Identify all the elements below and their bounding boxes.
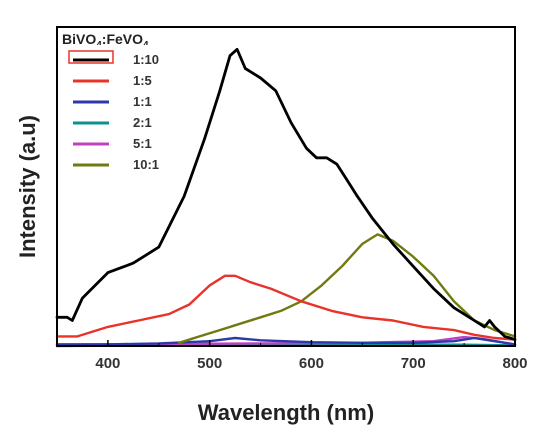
- data-point-1-10: [290, 122, 292, 124]
- data-point-1-5: [224, 275, 226, 277]
- data-point-1-10: [494, 326, 496, 328]
- data-point-1-10: [132, 262, 134, 264]
- data-point-1-5: [209, 284, 211, 286]
- data-point-1-5: [392, 319, 394, 322]
- data-point-10-1: [260, 316, 262, 318]
- data-point-1-10: [219, 90, 221, 92]
- data-point-1-10: [326, 157, 328, 159]
- data-point-1-5: [270, 288, 272, 290]
- data-point-1-5: [473, 334, 475, 336]
- data-point-1-10: [504, 335, 506, 337]
- y-axis-title: Intensity (a.u): [15, 115, 40, 258]
- x-tick-label: 800: [502, 355, 527, 372]
- data-point-1-5: [453, 329, 455, 331]
- legend-label: 10:1: [133, 157, 159, 172]
- tick-layer: 400 500 600 700 800: [56, 340, 528, 372]
- data-point-1-10: [473, 319, 475, 322]
- data-point-1-10: [81, 297, 83, 299]
- data-point-1-10: [483, 326, 486, 328]
- data-point-1-10: [336, 163, 338, 165]
- data-point-10-1: [412, 256, 414, 258]
- data-point-1-1: [260, 339, 262, 341]
- data-point-1-5: [168, 313, 170, 315]
- data-point-1-10: [305, 147, 307, 149]
- legend-label: 2:1: [133, 115, 152, 130]
- x-tick-label: 600: [299, 355, 324, 372]
- data-point-1-10: [433, 288, 435, 290]
- legend-background: [65, 45, 177, 175]
- data-point-1-5: [494, 337, 496, 339]
- data-point-1-10: [275, 90, 277, 92]
- data-point-1-10: [204, 138, 206, 140]
- series-line-10-1: [177, 233, 517, 344]
- data-point-10-1: [280, 310, 282, 312]
- data-point-1-10: [229, 55, 231, 57]
- data-point-10-1: [239, 323, 241, 325]
- data-point-1-10: [346, 179, 348, 181]
- data-point-10-1: [392, 240, 394, 242]
- data-point-1-5: [234, 275, 236, 277]
- data-point-5-1: [463, 336, 465, 338]
- data-point-1-10: [107, 272, 109, 274]
- data-point-10-1: [494, 329, 496, 331]
- data-point-1-10: [489, 319, 491, 322]
- data-point-1-5: [361, 316, 363, 318]
- legend-label: 1:1: [133, 94, 152, 109]
- data-point-1-5: [422, 326, 424, 328]
- data-point-1-10: [71, 319, 73, 322]
- legend: 1:10 1:5 1:1 2:1 5:1 10:1: [65, 45, 177, 175]
- data-point-10-1: [178, 342, 180, 344]
- data-point-1-5: [137, 319, 139, 322]
- data-point-1-10: [260, 77, 262, 79]
- data-point-1-10: [158, 246, 160, 248]
- data-point-1-10: [236, 48, 238, 50]
- data-point-10-1: [377, 233, 379, 235]
- data-point-10-1: [219, 329, 221, 331]
- data-point-1-10: [356, 195, 358, 197]
- data-point-1-5: [188, 303, 190, 306]
- data-point-1-10: [371, 217, 374, 219]
- plot-frame: [56, 26, 516, 347]
- legend-label: 1:10: [133, 52, 159, 67]
- data-point-1-1: [234, 337, 236, 339]
- data-point-1-1: [494, 340, 496, 342]
- data-point-1-1: [453, 340, 455, 342]
- data-point-1-10: [315, 157, 318, 159]
- data-point-1-10: [183, 195, 185, 197]
- data-point-10-1: [453, 300, 455, 302]
- x-axis-title: Wavelength (nm): [198, 400, 374, 425]
- data-point-10-1: [198, 335, 201, 337]
- data-point-1-5: [249, 281, 251, 283]
- x-tick-label: 700: [401, 355, 426, 372]
- data-point-1-10: [244, 67, 246, 70]
- data-point-10-1: [361, 243, 363, 245]
- legend-label: 5:1: [133, 136, 152, 151]
- x-tick-label: 400: [95, 355, 120, 372]
- data-point-1-10: [453, 307, 455, 309]
- data-point-10-1: [433, 275, 435, 277]
- legend-focus-box: [68, 50, 114, 64]
- data-point-10-1: [341, 265, 343, 267]
- data-point-1-1: [473, 337, 475, 339]
- data-point-1-10: [412, 265, 414, 267]
- data-point-1-5: [331, 310, 333, 312]
- series-line-1-5: [55, 274, 517, 341]
- data-point-1-10: [66, 316, 68, 318]
- data-point-1-5: [300, 300, 302, 302]
- x-tick-label: 500: [197, 355, 222, 372]
- data-point-10-1: [321, 284, 323, 286]
- data-point-1-5: [107, 326, 109, 328]
- data-point-1-5: [76, 335, 78, 337]
- legend-label: 1:5: [133, 73, 152, 88]
- data-point-1-10: [392, 243, 394, 245]
